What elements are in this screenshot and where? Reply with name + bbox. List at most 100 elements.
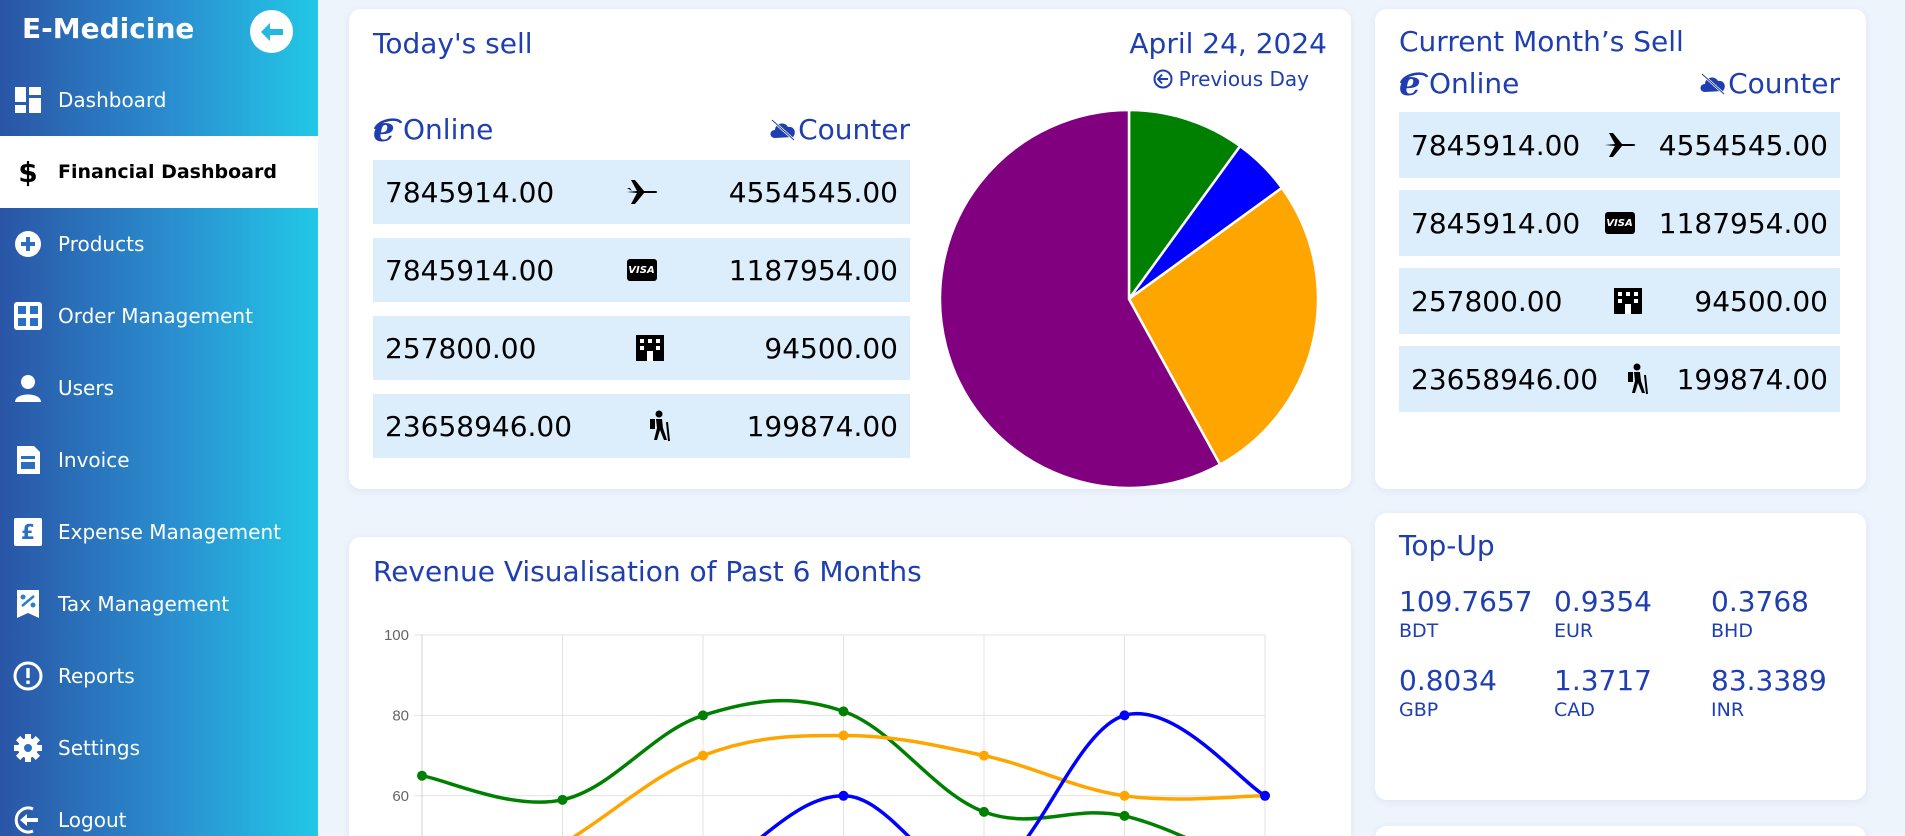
cloud-off-icon [770, 118, 795, 141]
y-tick-label: 100 [384, 627, 409, 644]
next-card [1375, 826, 1866, 836]
data-point [698, 750, 708, 761]
alert-circle-icon [13, 661, 43, 691]
table-row: 7845914.00 VISA 1187954.00 [1399, 190, 1840, 256]
sidebar-item-reports[interactable]: Reports [0, 640, 318, 712]
online-value: 7845914.00 [385, 175, 555, 209]
tax-icon [13, 589, 43, 619]
counter-value: 4554545.00 [1658, 128, 1828, 162]
rate-value: 0.3768 [1711, 585, 1809, 618]
visa-icon: VISA [622, 259, 662, 281]
dollar-icon: $ [18, 155, 38, 189]
cloud-off-icon [1700, 72, 1725, 95]
internet-explorer-icon: e [373, 115, 403, 145]
sidebar-item-expense-management[interactable]: £ Expense Management [0, 496, 318, 568]
counter-value: 94500.00 [764, 331, 898, 365]
todays-sell-card: Today's sell April 24, 2024 Previous Day… [349, 9, 1351, 490]
online-label: e Online [373, 113, 493, 146]
sidebar-item-label: Users [58, 376, 115, 400]
sidebar-item-settings[interactable]: Settings [0, 712, 318, 784]
dashboard-icon [13, 85, 43, 115]
data-point [838, 706, 849, 717]
internet-explorer-icon: e [1399, 69, 1429, 99]
collapse-sidebar-button[interactable] [250, 10, 293, 53]
invoice-icon [13, 445, 43, 475]
sidebar-item-financial-dashboard[interactable]: $ Financial Dashboard [0, 136, 318, 208]
online-value: 257800.00 [1411, 284, 1563, 318]
rate-item: 0.3768 BHD [1711, 585, 1861, 642]
online-value: 7845914.00 [385, 253, 555, 287]
svg-text:e: e [1399, 69, 1421, 99]
rate-item: 0.8034 GBP [1399, 664, 1554, 721]
counter-value: 1187954.00 [1658, 206, 1828, 240]
data-point [557, 794, 568, 805]
sidebar-item-label: Order Management [58, 304, 253, 328]
y-tick-label: 80 [392, 707, 409, 724]
table-row: 257800.00 94500.00 [373, 316, 910, 380]
sales-pie-chart [939, 109, 1320, 490]
sidebar-item-label: Settings [58, 736, 141, 760]
table-row: 7845914.00 VISA 1187954.00 [373, 238, 910, 302]
data-point [1119, 710, 1130, 721]
rate-value: 1.3717 [1554, 664, 1652, 697]
sidebar-item-label: Dashboard [58, 88, 167, 112]
svg-text:e: e [373, 115, 395, 145]
arrow-circle-left-icon [1153, 69, 1173, 89]
topup-title: Top-Up [1399, 529, 1495, 562]
plane-icon [622, 177, 662, 207]
rate-currency: BDT [1399, 620, 1439, 642]
current-month-sell-table: e Online Counter 7845914.00 4554545.00 7… [1399, 67, 1840, 412]
sidebar-item-dashboard[interactable]: Dashboard [0, 64, 318, 136]
arrow-left-icon [260, 22, 283, 41]
online-value: 23658946.00 [385, 409, 573, 443]
sidebar-item-label: Expense Management [58, 520, 281, 544]
pie-slice [939, 109, 1222, 490]
rate-currency: EUR [1554, 620, 1594, 642]
building-icon [630, 334, 670, 362]
rate-item: 109.7657 BDT [1399, 585, 1554, 642]
y-tick-label: 60 [392, 788, 409, 805]
rate-value: 83.3389 [1711, 664, 1827, 697]
rate-currency: INR [1711, 699, 1745, 721]
data-point [1260, 790, 1270, 801]
logout-icon [13, 805, 43, 835]
todays-sell-title: Today's sell [373, 27, 533, 60]
topup-card: Top-Up 109.7657 BDT 0.9354 EUR 0.3768 BHD 0… [1375, 513, 1866, 800]
counter-label: Counter [768, 113, 910, 146]
previous-day-link[interactable]: Previous Day [1153, 67, 1309, 91]
counter-value: 1187954.00 [728, 253, 898, 287]
rate-currency: GBP [1399, 699, 1439, 721]
revenue-card: Revenue Visualisation of Past 6 Months 6… [349, 537, 1351, 836]
user-icon [13, 373, 43, 403]
sidebar-item-users[interactable]: Users [0, 352, 318, 424]
previous-day-label: Previous Day [1178, 67, 1309, 91]
sidebar-item-tax-management[interactable]: Tax Management [0, 568, 318, 640]
todays-sell-header: e Online Counter [373, 113, 910, 146]
table-row: 257800.00 94500.00 [1399, 268, 1840, 334]
data-point [698, 710, 708, 721]
visa-icon: VISA [1600, 212, 1640, 234]
counter-value: 199874.00 [746, 409, 898, 443]
data-point [838, 730, 849, 741]
data-point [979, 750, 989, 761]
online-value: 7845914.00 [1411, 128, 1581, 162]
current-month-sell-card: Current Month’s Sell e Online Counter 78… [1375, 9, 1866, 489]
counter-value: 4554545.00 [728, 175, 898, 209]
hiker-icon [639, 410, 679, 442]
pie-slice [1127, 109, 1242, 303]
rate-currency: BHD [1711, 620, 1753, 642]
sidebar-item-invoice[interactable]: Invoice [0, 424, 318, 496]
sidebar-item-logout[interactable]: Logout [0, 784, 318, 836]
data-point [979, 806, 989, 817]
sidebar-item-products[interactable]: Products [0, 208, 318, 280]
todays-date: April 24, 2024 [1129, 27, 1327, 60]
sidebar-item-order-management[interactable]: Order Management [0, 280, 318, 352]
pie-slice [1127, 186, 1320, 467]
revenue-title: Revenue Visualisation of Past 6 Months [373, 555, 922, 588]
topup-rates: 109.7657 BDT 0.9354 EUR 0.3768 BHD 0.8034 GB… [1399, 585, 1861, 721]
table-row: 23658946.00 199874.00 [1399, 346, 1840, 412]
rate-item: 0.9354 EUR [1554, 585, 1711, 642]
grid-icon [13, 301, 43, 331]
plane-icon [1600, 130, 1640, 160]
building-icon [1608, 287, 1648, 315]
